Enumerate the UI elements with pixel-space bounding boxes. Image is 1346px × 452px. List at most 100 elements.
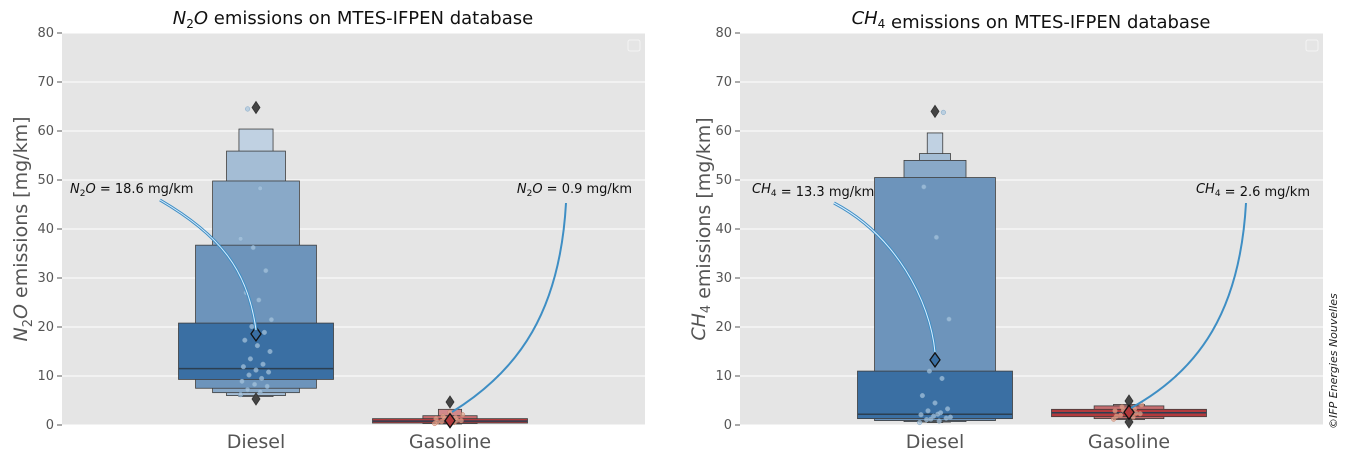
data-point [260, 361, 266, 367]
data-point [936, 418, 942, 424]
data-point [261, 329, 267, 335]
data-point [256, 297, 262, 303]
data-point [1112, 408, 1118, 414]
y-tick-label: 20 [715, 320, 732, 335]
y-tick-label: 80 [715, 26, 732, 41]
ylabel-subscript: 2 [21, 319, 36, 327]
category-label: Diesel [906, 431, 964, 452]
data-point [924, 417, 930, 423]
chart-title: CH4 emissions on MTES-IFPEN database [852, 8, 1211, 33]
annotation-arrow [451, 202, 567, 413]
ylabel-symbol: N [10, 327, 32, 341]
y-axis-label: CH4 emissions [mg/km] [688, 117, 715, 340]
data-point [240, 364, 246, 370]
data-point [947, 414, 953, 420]
title-suffix: emissions on MTES-IFPEN database [885, 12, 1210, 33]
data-point [921, 184, 927, 190]
data-point [257, 185, 263, 191]
y-tick-label: 0 [46, 418, 54, 433]
chart-panel-ch4: CH4 emissions on MTES-IFPEN database CH4… [688, 8, 1323, 452]
data-point [940, 109, 946, 115]
annotation-arrow [1130, 202, 1247, 409]
title-symbol: CH [852, 8, 879, 29]
watermark: ©IFP Energies Nouvelles [1327, 293, 1340, 429]
data-point [267, 348, 273, 355]
mean-marker [929, 351, 941, 368]
data-point [1133, 410, 1139, 416]
y-tick-labels: 0 10 20 30 40 50 60 70 80 [37, 26, 62, 433]
legend-box-empty [1305, 39, 1319, 52]
y-tick-label: 20 [37, 320, 54, 335]
title-subscript: 4 [878, 17, 886, 31]
annotation-label: N2O = 18.6 mg/km [70, 182, 193, 199]
y-tick-label: 10 [715, 369, 732, 384]
data-point [263, 268, 269, 274]
y-tick-label: 50 [37, 173, 54, 188]
annotation-label: N2O = 0.9 mg/km [517, 182, 632, 199]
chart-panel-n2o: N2O emissions on MTES-IFPEN database N2O… [10, 8, 645, 452]
ylabel-suffix: emissions [mg/km] [10, 117, 32, 305]
y-tick-label: 70 [715, 75, 732, 90]
data-point [246, 372, 252, 378]
outlier-marker [445, 395, 455, 409]
data-point [933, 234, 939, 240]
outlier-marker [251, 100, 261, 115]
data-point [253, 367, 259, 373]
outlier-marker [930, 104, 940, 119]
legend-box-empty [627, 39, 641, 52]
annotation-label: CH4 = 2.6 mg/km [1196, 182, 1310, 200]
data-point [918, 412, 924, 418]
y-axis-label: N2O emissions [mg/km] [10, 117, 36, 342]
data-point [460, 412, 466, 418]
data-point [946, 316, 952, 322]
data-point [917, 420, 923, 426]
boxen-plots [857, 104, 1207, 429]
y-tick-label: 70 [37, 75, 54, 90]
data-point [245, 106, 251, 112]
data-point [242, 337, 248, 343]
gridlines [740, 32, 1323, 426]
data-point [250, 245, 256, 251]
ylabel-suffix: emissions [mg/km] [693, 117, 715, 305]
data-point [919, 393, 925, 399]
outlier-marker [1124, 415, 1134, 429]
annotation-arrow-highlight [159, 199, 257, 331]
boxen-plots [178, 100, 528, 429]
y-tick-label: 60 [715, 124, 732, 139]
data-point [238, 392, 244, 398]
outlier-marker [251, 392, 261, 406]
ylabel-symbol-rest: O [10, 304, 32, 319]
data-point [926, 368, 932, 374]
y-tick-label: 60 [37, 124, 54, 139]
title-suffix: emissions on MTES-IFPEN database [208, 8, 533, 29]
data-point [945, 406, 951, 412]
ylabel-symbol: CH [688, 313, 710, 341]
y-tick-label: 80 [37, 26, 54, 41]
data-point [925, 408, 931, 414]
y-tick-label: 40 [715, 222, 732, 237]
gridlines [62, 32, 645, 426]
data-point [1137, 411, 1143, 417]
data-point [239, 378, 245, 384]
data-point [458, 418, 464, 424]
y-tick-label: 40 [37, 222, 54, 237]
category-label: Gasoline [1088, 431, 1170, 452]
title-symbol-rest: O [194, 8, 208, 29]
mean-marker [444, 412, 456, 429]
data-point [932, 400, 938, 406]
y-tick-label: 30 [715, 271, 732, 286]
title-subscript: 2 [186, 17, 194, 31]
annotation-label: CH4 = 13.3 mg/km [752, 182, 874, 200]
data-point [254, 343, 260, 349]
data-point [266, 369, 272, 375]
y-tick-labels: 0 10 20 30 40 50 60 70 80 [715, 26, 740, 433]
data-point [259, 375, 265, 382]
data-point [252, 381, 258, 387]
y-tick-label: 50 [715, 173, 732, 188]
data-point [1118, 412, 1124, 418]
y-tick-label: 10 [37, 369, 54, 384]
chart-title: N2O emissions on MTES-IFPEN database [173, 8, 533, 31]
title-symbol: N [173, 8, 186, 29]
data-point [1113, 413, 1119, 419]
